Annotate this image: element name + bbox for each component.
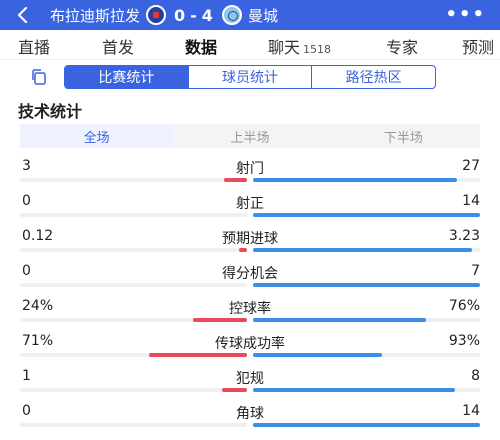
tab-chat-count: 1518 xyxy=(303,43,332,56)
period-full-match[interactable]: 全场 xyxy=(20,124,174,148)
stat-name: 得分机会 xyxy=(222,266,278,282)
stat-name: 角球 xyxy=(236,406,264,422)
away-bar-fill xyxy=(253,353,383,357)
stat-name: 犯规 xyxy=(236,371,264,387)
away-value: 14 xyxy=(462,193,480,209)
home-bar-track xyxy=(20,318,247,322)
away-score: 4 xyxy=(201,5,214,25)
tab-lineup[interactable]: 首发 xyxy=(102,38,135,57)
tab-chat-label: 聊天 xyxy=(268,38,301,57)
home-value: 24% xyxy=(22,298,54,314)
more-menu-button[interactable]: ••• xyxy=(445,4,486,25)
home-value: 1 xyxy=(22,368,31,384)
subtab-heatmap[interactable]: 路径热区 xyxy=(311,66,435,88)
period-second-half[interactable]: 下半场 xyxy=(383,130,423,146)
subtab-match-stats[interactable]: 比赛统计 xyxy=(65,66,188,88)
stat-row-possession: 24% 控球率 76% xyxy=(0,292,500,326)
stat-row-shots: 3 射门 27 xyxy=(0,152,500,186)
period-switch: 全场 上半场 下半场 xyxy=(20,124,480,148)
subtab-player-stats[interactable]: 球员统计 xyxy=(187,66,312,88)
period-first-half[interactable]: 上半场 xyxy=(230,130,270,146)
away-team-crest-icon xyxy=(221,5,242,25)
away-bar-track xyxy=(253,283,480,287)
away-bar-fill xyxy=(253,213,480,217)
stat-name: 射正 xyxy=(236,196,264,212)
home-team-crest-icon xyxy=(146,5,167,25)
home-value: 0 xyxy=(22,263,31,279)
away-bar-track xyxy=(253,318,480,322)
home-value: 0 xyxy=(22,193,31,209)
away-team-name: 曼城 xyxy=(247,6,278,25)
home-bar-track xyxy=(20,178,247,182)
stat-row-corners: 0 角球 14 xyxy=(0,397,500,431)
stat-name: 射门 xyxy=(236,161,264,177)
tab-chat[interactable]: 聊天 1518 xyxy=(268,34,331,58)
home-bar-fill xyxy=(222,388,247,392)
home-bar-fill xyxy=(149,353,247,357)
back-button[interactable] xyxy=(12,4,34,26)
home-bar-fill xyxy=(224,178,247,182)
stat-name: 控球率 xyxy=(229,301,271,317)
home-value: 0 xyxy=(22,403,31,419)
away-bar-track xyxy=(253,248,480,252)
home-bar-track xyxy=(20,388,247,392)
away-value: 27 xyxy=(462,158,480,174)
stat-row-big-chances: 0 得分机会 7 xyxy=(0,257,500,291)
chevron-left-icon xyxy=(17,7,28,23)
away-value: 93% xyxy=(448,333,480,349)
score-separator: - xyxy=(190,5,198,25)
away-value: 3.23 xyxy=(448,228,480,244)
home-bar-track xyxy=(20,423,247,427)
stat-row-shots-on-target: 0 射正 14 xyxy=(0,187,500,221)
away-value: 8 xyxy=(471,368,480,384)
away-bar-fill xyxy=(253,248,472,252)
stat-row-pass-accuracy: 71% 传球成功率 93% xyxy=(0,327,500,361)
home-bar-fill xyxy=(192,318,247,322)
home-score: 0 xyxy=(174,5,187,25)
away-bar-track xyxy=(253,178,480,182)
home-team-name: 布拉迪斯拉发 xyxy=(50,6,141,25)
home-value: 71% xyxy=(22,333,54,349)
home-value: 3 xyxy=(22,158,31,174)
away-value: 14 xyxy=(462,403,480,419)
stat-row-fouls: 1 犯规 8 xyxy=(0,362,500,396)
stat-name: 预期进球 xyxy=(222,231,278,247)
tab-live[interactable]: 直播 xyxy=(18,38,51,57)
tab-prediction[interactable]: 预测 xyxy=(462,38,495,57)
away-bar-track xyxy=(253,423,480,427)
stats-type-switch: 比赛统计 球员统计 路径热区 xyxy=(64,65,436,89)
match-summary: 布拉迪斯拉发 0 - 4 曼城 xyxy=(50,0,278,30)
away-value: 7 xyxy=(471,263,480,279)
away-bar-fill xyxy=(253,423,480,427)
home-bar-track xyxy=(20,248,247,252)
away-bar-track xyxy=(253,213,480,217)
away-bar-fill xyxy=(253,318,426,322)
away-bar-fill xyxy=(253,283,480,287)
tab-experts[interactable]: 专家 xyxy=(386,38,419,57)
copy-document-icon[interactable] xyxy=(30,68,48,86)
away-bar-fill xyxy=(253,388,456,392)
home-value: 0.12 xyxy=(22,228,54,244)
stat-row-expected-goals: 0.12 预期进球 3.23 xyxy=(0,222,500,256)
home-bar-track xyxy=(20,213,247,217)
main-tabs: 直播 首发 数据 聊天 1518 专家 预测 xyxy=(0,30,500,60)
match-header: 布拉迪斯拉发 0 - 4 曼城 ••• xyxy=(0,0,500,30)
home-bar-fill xyxy=(238,248,247,252)
tab-data[interactable]: 数据 xyxy=(185,38,218,57)
stat-name: 传球成功率 xyxy=(215,336,285,352)
home-bar-track xyxy=(20,353,247,357)
section-title: 技术统计 xyxy=(18,102,83,121)
away-value: 76% xyxy=(448,298,480,314)
away-bar-fill xyxy=(253,178,458,182)
away-bar-track xyxy=(253,353,480,357)
away-bar-track xyxy=(253,388,480,392)
home-bar-track xyxy=(20,283,247,287)
